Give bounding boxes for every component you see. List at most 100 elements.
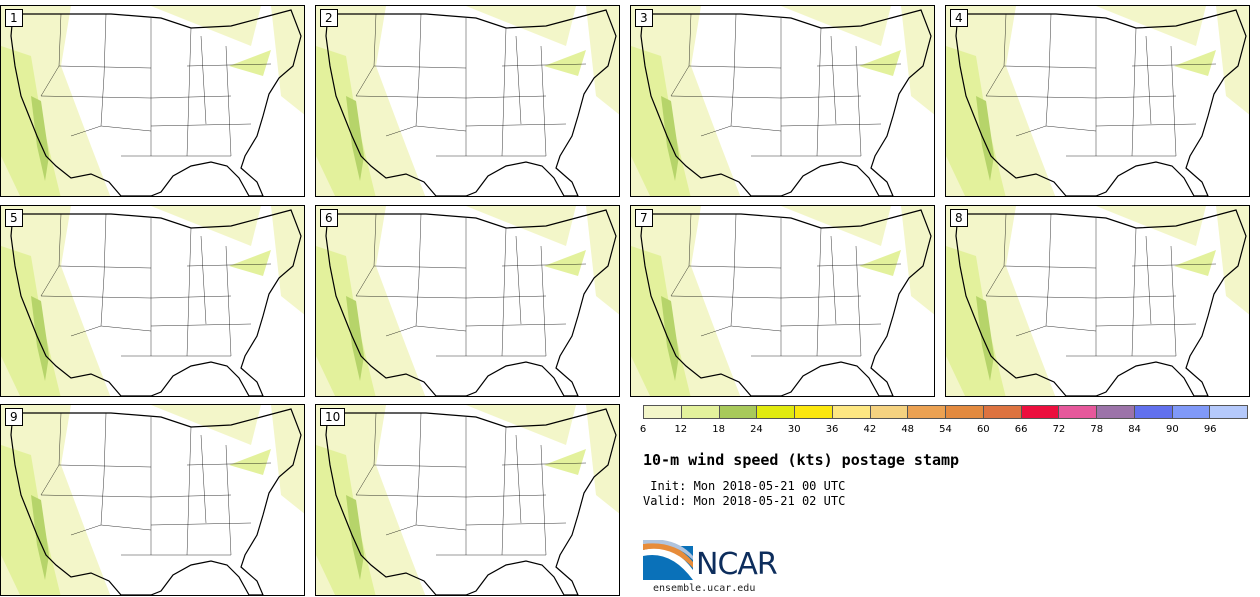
wind-shade-north xyxy=(466,206,576,246)
panel-number-label: 10 xyxy=(320,408,346,426)
state-border xyxy=(515,235,522,325)
state-border xyxy=(1048,213,1052,277)
panel-number-label: 8 xyxy=(950,209,968,227)
state-border xyxy=(58,65,152,69)
colorbar-tick: 96 xyxy=(1203,424,1217,435)
wind-shade-lakes xyxy=(859,50,901,76)
state-border xyxy=(1145,235,1152,325)
state-border xyxy=(501,426,507,556)
coastline xyxy=(640,9,932,196)
site-url[interactable]: ensemble.ucar.edu xyxy=(653,583,756,594)
wind-shade-lakes xyxy=(544,50,586,76)
state-border xyxy=(103,213,107,277)
wind-shade-east xyxy=(1216,206,1249,315)
wind-speed-map xyxy=(1,405,304,595)
colorbar-segment xyxy=(1097,406,1135,418)
state-border xyxy=(1131,263,1217,267)
wind-shade-core xyxy=(976,296,994,381)
wind-shade-core xyxy=(346,296,364,381)
state-border xyxy=(150,295,232,299)
state-border xyxy=(225,45,232,157)
panel-number-label: 5 xyxy=(5,209,23,227)
state-border xyxy=(100,524,152,531)
state-border xyxy=(150,323,252,327)
colorbar-segment xyxy=(757,406,795,418)
wind-shade-north xyxy=(466,6,576,46)
state-border xyxy=(355,295,467,299)
state-border xyxy=(415,325,467,332)
colorbar-segment xyxy=(719,406,758,418)
colorbar-tick: 42 xyxy=(863,424,877,435)
panel-number-label: 9 xyxy=(5,408,23,426)
colorbar-segment xyxy=(1059,406,1097,418)
state-border xyxy=(1170,245,1177,357)
state-border xyxy=(186,27,192,157)
wind-speed-map xyxy=(1,206,304,396)
state-border xyxy=(501,227,507,357)
colorbar-tick: 30 xyxy=(787,424,801,435)
state-border xyxy=(816,63,902,67)
colorbar-segment xyxy=(1134,406,1173,418)
state-border xyxy=(515,35,522,125)
state-border xyxy=(816,227,822,357)
colorbar-tick: 48 xyxy=(901,424,915,435)
ncar-logo-icon xyxy=(643,540,693,580)
ensemble-member-panel: 1 xyxy=(0,5,305,197)
colorbar-segment xyxy=(983,406,1022,418)
colorbar-tick: 90 xyxy=(1166,424,1179,435)
state-border xyxy=(1131,227,1137,357)
coastline xyxy=(325,408,617,595)
colorbar-tick: 36 xyxy=(825,424,839,435)
ensemble-member-panel: 5 xyxy=(0,205,305,397)
state-border xyxy=(186,63,272,67)
wind-shade-north xyxy=(151,405,261,445)
wind-shade-core xyxy=(31,495,49,580)
colorbar-segment xyxy=(946,406,984,418)
colorbar-tick: 72 xyxy=(1052,424,1066,435)
state-border xyxy=(465,494,547,498)
state-border xyxy=(465,522,567,526)
state-border xyxy=(465,295,547,299)
state-border xyxy=(465,95,547,99)
state-border xyxy=(1045,325,1097,332)
state-border xyxy=(225,245,232,357)
wind-shade-north xyxy=(781,6,891,46)
state-border xyxy=(40,295,152,299)
state-border xyxy=(150,123,252,127)
wind-shade-east xyxy=(901,206,934,315)
colorbar-segment xyxy=(795,406,833,418)
panel-number-label: 1 xyxy=(5,9,23,27)
state-border xyxy=(733,13,737,77)
wind-speed-map xyxy=(631,6,934,196)
state-border xyxy=(855,245,862,357)
state-border xyxy=(40,494,152,498)
ensemble-member-panel: 2 xyxy=(315,5,620,197)
state-border xyxy=(355,95,467,99)
coastline xyxy=(10,9,302,196)
colorbar-tick-labels: 6 12 18 24 30 36 42 48 54 60 66 72 78 84 90 96 xyxy=(640,424,1248,438)
state-border xyxy=(100,125,152,132)
state-border xyxy=(1003,65,1097,69)
state-border xyxy=(816,27,822,157)
wind-shade-lakes xyxy=(859,250,901,276)
wind-shade-north xyxy=(466,405,576,445)
panel-number-label: 4 xyxy=(950,9,968,27)
state-border xyxy=(1170,45,1177,157)
wind-shade-lakes xyxy=(1174,50,1216,76)
state-border xyxy=(830,235,837,325)
state-border xyxy=(415,524,467,531)
state-border xyxy=(1003,265,1097,269)
coastline xyxy=(640,209,932,396)
colorbar-segment xyxy=(1021,406,1060,418)
wind-speed-colorbar xyxy=(643,405,1248,419)
panel-number-label: 7 xyxy=(635,209,653,227)
wind-shade-east xyxy=(901,6,934,115)
wind-shade-lakes xyxy=(1174,250,1216,276)
state-border xyxy=(40,95,152,99)
wind-shade-core xyxy=(346,96,364,181)
colorbar-segment xyxy=(832,406,871,418)
state-border xyxy=(733,213,737,277)
state-border xyxy=(670,295,782,299)
colorbar-tick: 84 xyxy=(1128,424,1141,435)
state-border xyxy=(418,412,422,476)
